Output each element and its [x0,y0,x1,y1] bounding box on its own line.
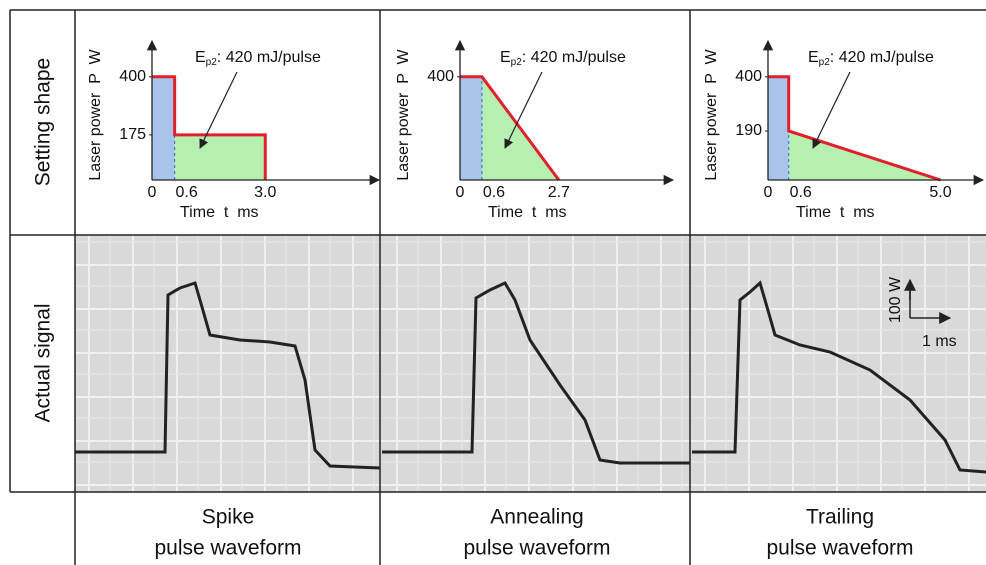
x-axis-label: Time t ms [796,204,875,221]
area-main [174,76,266,180]
annotation-subscript: p2 [511,57,523,68]
column-label: Annealing [490,506,583,529]
signal-background [75,235,986,492]
annotation-arrow [199,71,238,149]
scale-power: 100 W [887,276,904,323]
y-tick-label: 400 [735,68,762,85]
x-tick-label: 5.0 [929,184,951,201]
y-axis-label: Laser power P W [703,48,720,180]
annotation: Ep2: 420 mJ/pulse [808,49,934,67]
signal-trace [382,281,690,465]
scale-time: 1 ms [922,333,957,350]
annotation: Ep2: 420 mJ/pulse [500,49,626,67]
x-tick-label: 0.6 [176,184,198,201]
y-axis-label: Laser power P W [395,48,412,180]
annotation-subscript: p2 [206,57,218,68]
y-tick-label: 190 [735,122,762,139]
signal-trace [692,280,986,474]
x-tick-label: 2.7 [548,184,570,201]
y-tick-label: 175 [119,126,146,143]
area-main [788,76,941,180]
column-label: Spike [202,506,255,529]
area-initial [460,76,482,180]
annotation-arrow [812,71,851,149]
annotation-subscript: p2 [819,57,831,68]
annotation-text: : 420 mJ/pulse [522,49,626,66]
x-tick-label: 0 [148,184,157,201]
annotation-text: : 420 mJ/pulse [217,49,321,66]
series-line [460,75,561,181]
y-axis-label: Laser power P W [87,48,104,180]
x-tick-label: 0 [764,184,773,201]
column-label: pulse waveform [154,537,301,560]
annotation-symbol: E [195,49,206,66]
annotation: Ep2: 420 mJ/pulse [195,49,321,67]
signal-trace [75,281,381,470]
x-tick-label: 3.0 [254,184,276,201]
row-label: Setting shape [32,58,55,186]
annotation-arrow [504,71,543,149]
y-tick-label: 400 [427,68,454,85]
area-initial [152,76,175,180]
annotation-text: : 420 mJ/pulse [830,49,934,66]
x-tick-label: 0.6 [790,184,812,201]
column-label: Trailing [806,506,874,529]
table-lines [9,9,986,565]
x-tick-label: 0.6 [483,184,505,201]
x-axis-label: Time t ms [488,204,567,221]
annotation-symbol: E [500,49,511,66]
area-initial [768,76,789,180]
column-label: pulse waveform [463,537,610,560]
annotation-symbol: E [808,49,819,66]
x-tick-label: 0 [456,184,465,201]
row-label: Actual signal [32,303,55,422]
column-label: pulse waveform [766,537,913,560]
x-axis-label: Time t ms [180,204,259,221]
series-line [152,75,267,180]
series-line [768,75,941,182]
y-tick-label: 400 [119,68,146,85]
signal-panels: 100 W 1 ms [75,235,986,492]
